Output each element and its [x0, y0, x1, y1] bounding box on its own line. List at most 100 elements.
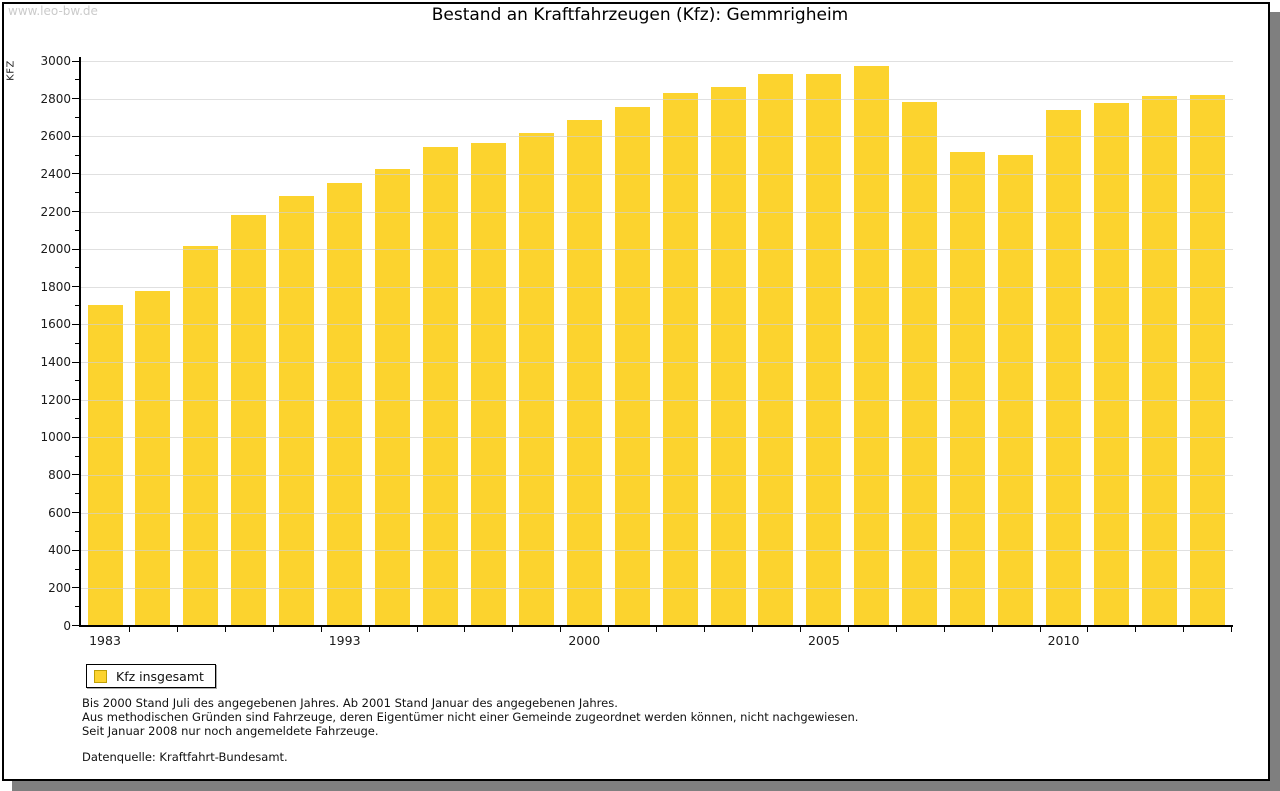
y-minor-tick: [75, 154, 79, 156]
y-minor-tick: [75, 267, 79, 269]
bar: [518, 133, 554, 626]
y-minor-tick: [75, 305, 79, 307]
y-tick-label: 0: [63, 618, 71, 633]
y-major-tick: [72, 286, 79, 288]
bar: [614, 107, 650, 626]
gridline: [81, 324, 1233, 326]
watermark: www.leo-bw.de: [8, 4, 98, 18]
y-minor-tick: [75, 606, 79, 608]
footnote-line: Aus methodischen Gründen sind Fahrzeuge,…: [82, 710, 859, 724]
x-tick: [128, 627, 130, 632]
gridline: [81, 362, 1233, 364]
y-tick-label: 2000: [40, 242, 71, 257]
y-major-tick: [72, 587, 79, 589]
y-major-tick: [72, 474, 79, 476]
y-major-tick: [72, 436, 79, 438]
gridline: [81, 136, 1233, 138]
x-tick: [991, 627, 993, 632]
y-tick-label: 1400: [40, 355, 71, 370]
x-tick: [464, 627, 466, 632]
bar: [710, 87, 746, 626]
x-tick-label: 1993: [328, 632, 361, 648]
x-tick: [1087, 627, 1089, 632]
y-major-tick: [72, 512, 79, 514]
y-tick-label: 200: [48, 580, 71, 595]
gridline: [81, 550, 1233, 552]
x-tick: [512, 627, 514, 632]
gridline: [81, 399, 1233, 401]
bar: [1093, 103, 1129, 626]
bar: [327, 183, 363, 626]
y-tick-label: 2600: [40, 129, 71, 144]
y-tick-label: 2800: [40, 91, 71, 106]
y-tick-label: 1600: [40, 317, 71, 332]
legend-label: Kfz insgesamt: [116, 668, 204, 684]
bar: [566, 120, 602, 626]
x-tick: [656, 627, 658, 632]
y-tick-label: 800: [48, 467, 71, 482]
bar: [1046, 109, 1082, 626]
x-axis-line: [79, 625, 1233, 627]
gridline: [81, 474, 1233, 476]
bar: [375, 169, 411, 626]
x-tick: [176, 627, 178, 632]
y-minor-tick: [75, 530, 79, 532]
y-minor-tick: [75, 116, 79, 118]
y-axis-line: [79, 57, 81, 627]
x-tick: [368, 627, 370, 632]
gridline: [81, 437, 1233, 439]
bar: [806, 74, 842, 626]
x-tick: [608, 627, 610, 632]
bar: [135, 290, 171, 626]
x-tick: [1183, 627, 1185, 632]
y-tick-label: 400: [48, 543, 71, 558]
gridline: [81, 249, 1233, 251]
x-tick: [416, 627, 418, 632]
y-minor-tick: [75, 79, 79, 81]
x-tick: [224, 627, 226, 632]
gridline: [81, 286, 1233, 288]
y-major-tick: [72, 248, 79, 250]
gridline: [81, 587, 1233, 589]
x-tick: [895, 627, 897, 632]
x-tick: [560, 627, 562, 632]
x-tick: [1135, 627, 1137, 632]
y-minor-tick: [75, 192, 79, 194]
bar: [183, 246, 219, 626]
x-tick-label: 2005: [807, 632, 840, 648]
bar: [1189, 94, 1225, 626]
source-line: Datenquelle: Kraftfahrt-Bundesamt.: [82, 750, 288, 764]
x-tick: [943, 627, 945, 632]
y-minor-tick: [75, 418, 79, 420]
gridline: [81, 98, 1233, 100]
y-major-tick: [72, 60, 79, 62]
bar: [279, 195, 315, 626]
y-major-tick: [72, 625, 79, 626]
y-major-tick: [72, 323, 79, 325]
y-axis-label: KFZ: [5, 60, 17, 81]
y-tick-label: 1000: [40, 430, 71, 445]
x-tick: [1231, 627, 1233, 632]
y-minor-tick: [75, 380, 79, 382]
bar: [758, 74, 794, 626]
legend-swatch: [94, 669, 107, 683]
x-tick: [799, 627, 801, 632]
gridline: [81, 512, 1233, 514]
y-tick-label: 3000: [40, 54, 71, 68]
y-major-tick: [72, 135, 79, 137]
x-tick: [847, 627, 849, 632]
footnote-line: Bis 2000 Stand Juli des angegebenen Jahr…: [82, 696, 618, 710]
gridline: [81, 211, 1233, 213]
y-minor-tick: [75, 342, 79, 344]
x-tick: [1039, 627, 1041, 632]
x-tick-label: 2000: [568, 632, 601, 648]
bar: [662, 92, 698, 626]
x-tick: [320, 627, 322, 632]
bar: [231, 215, 267, 626]
bar: [950, 152, 986, 626]
x-tick: [272, 627, 274, 632]
gridline: [81, 173, 1233, 175]
gridline: [81, 61, 1233, 62]
y-tick-label: 1800: [40, 279, 71, 294]
